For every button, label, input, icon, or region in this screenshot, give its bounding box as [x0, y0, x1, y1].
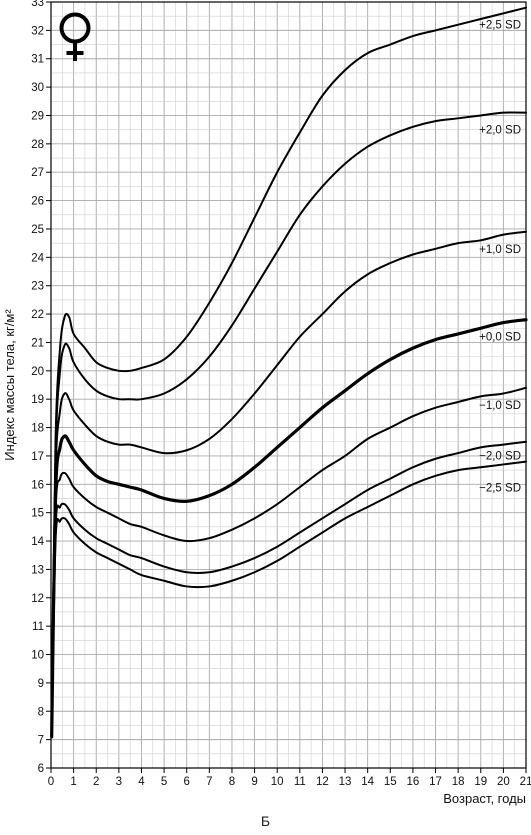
x-tick-label: 11: [294, 776, 306, 788]
y-tick-label: 10: [31, 650, 44, 662]
x-tick-label: 1: [70, 776, 76, 788]
series-line: [50, 230, 527, 738]
x-tick-label: 21: [520, 776, 531, 788]
y-tick-label: 13: [31, 564, 44, 576]
y-tick-label: 6: [38, 763, 44, 775]
y-tick-label: 25: [31, 224, 44, 236]
x-tick-label: 9: [251, 776, 257, 788]
y-tick-label: 30: [31, 82, 44, 94]
series-label: −2,5 SD: [479, 483, 521, 495]
series-line: [50, 6, 527, 738]
plot-frame: [50, 1, 527, 769]
x-tick-label: 16: [407, 776, 420, 788]
female-symbol-icon: [59, 12, 91, 61]
x-tick-label: 13: [339, 776, 352, 788]
y-tick-label: 9: [38, 678, 44, 690]
y-tick-label: 28: [31, 139, 44, 151]
x-tick-label: 5: [161, 776, 167, 788]
x-tick-label: 17: [429, 776, 442, 788]
x-tick-label: 8: [229, 776, 235, 788]
series-label: +2,0 SD: [479, 125, 521, 137]
x-tick-label: 19: [474, 776, 487, 788]
y-tick-label: 32: [31, 25, 44, 37]
x-tick-label: 0: [48, 776, 54, 788]
x-tick-label: 7: [206, 776, 212, 788]
x-tick-label: 15: [384, 776, 397, 788]
y-tick-label: 12: [31, 593, 44, 605]
series-label: +2,5 SD: [479, 20, 521, 32]
x-tick-label: 10: [271, 776, 284, 788]
y-tick-label: 18: [31, 423, 44, 435]
y-tick-label: 7: [38, 735, 44, 747]
y-tick-label: 29: [31, 110, 44, 122]
y-tick-label: 33: [31, 0, 44, 9]
y-tick-label: 15: [31, 508, 44, 520]
x-tick-label: 4: [138, 776, 145, 788]
series-line: [50, 111, 527, 738]
series-label: +1,0 SD: [479, 244, 521, 256]
y-tick-label: 19: [31, 394, 44, 406]
series-label: −2,0 SD: [479, 451, 521, 463]
series-line: [50, 386, 527, 738]
series-line: [50, 440, 527, 738]
series-line: [50, 318, 528, 739]
series-label: +0,0 SD: [479, 332, 521, 344]
y-tick-label: 21: [31, 337, 44, 349]
y-tick-label: 11: [32, 621, 44, 633]
axes: 0 1 2 3 4 5 6 7 8 9 10 11 12 13 14 15 16 17 18 19 20 21678910…: [31, 0, 531, 806]
x-tick-label: 14: [361, 776, 374, 788]
grid: [50, 1, 527, 769]
sd-curves: [50, 6, 528, 739]
y-tick-label: 22: [31, 309, 44, 321]
series-line: [50, 460, 527, 738]
y-tick-label: 20: [31, 366, 44, 378]
y-tick-label: 27: [31, 167, 44, 179]
y-tick-label: 26: [31, 196, 44, 208]
y-tick-label: 16: [31, 479, 44, 491]
x-tick-label: 6: [184, 776, 190, 788]
y-tick-label: 24: [31, 252, 44, 264]
x-tick-label: 20: [497, 776, 510, 788]
y-tick-label: 14: [31, 536, 44, 548]
figure-caption: Б: [260, 813, 271, 829]
y-axis-title: Индекс массы тела, кг/м²: [2, 309, 17, 461]
x-tick-label: 18: [452, 776, 465, 788]
x-tick-label: 3: [116, 776, 122, 788]
x-tick-label: 12: [316, 776, 329, 788]
y-tick-label: 31: [31, 54, 44, 66]
y-tick-label: 8: [38, 706, 44, 718]
x-tick-label: 2: [93, 776, 99, 788]
series-label: −1,0 SD: [479, 400, 521, 412]
y-tick-label: 23: [31, 281, 44, 293]
y-tick-label: 17: [31, 451, 44, 463]
sd-labels: +2,5 SD +2,0 SD +1,0 SD +0,0 SD −1,0 SD −2,0 …: [479, 20, 521, 495]
x-axis-title: Возраст, годы: [443, 791, 526, 806]
